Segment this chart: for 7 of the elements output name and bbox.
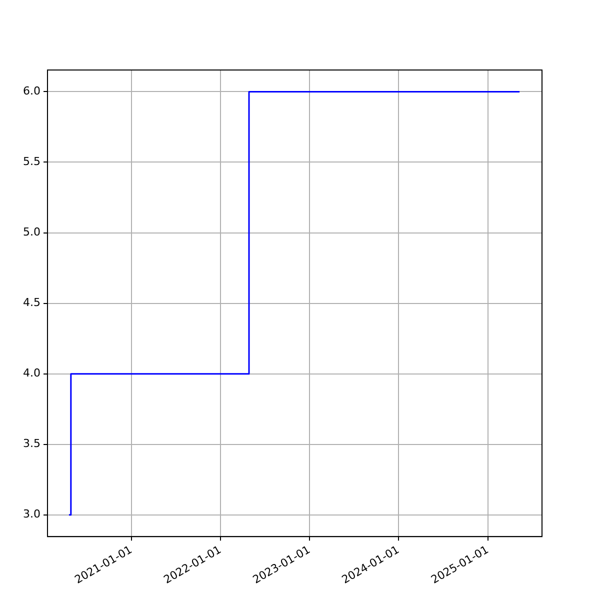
y-tick-label: 4.5: [22, 296, 40, 310]
y-tick-label: 5.0: [22, 226, 40, 239]
y-tick-label: 3.5: [22, 437, 40, 450]
y-tick-label: 5.5: [22, 155, 40, 168]
y-tick-label: 3.0: [22, 508, 40, 521]
y-tick-label: 4.0: [22, 366, 40, 380]
y-tick-label: 6.0: [22, 84, 40, 98]
